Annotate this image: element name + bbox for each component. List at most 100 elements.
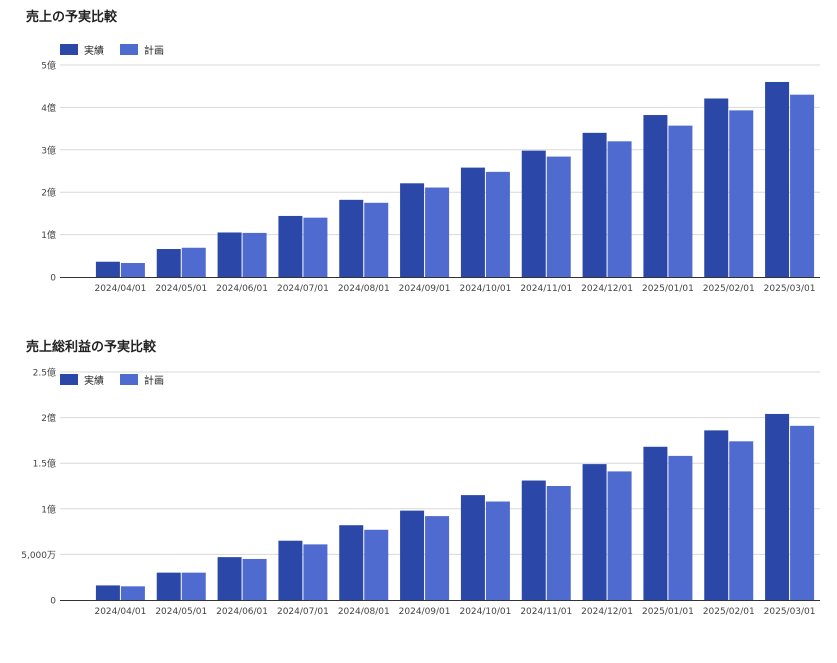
y-tick-label: 1億 bbox=[41, 503, 56, 515]
bar-plan bbox=[790, 94, 815, 278]
sales-chart-block: 売上の予実比較 実績 計画 0 1億 2億 3億 4億 5億 2024/04/01 2024/… bbox=[0, 0, 837, 320]
bar-actual bbox=[278, 215, 303, 277]
bar-actual bbox=[704, 430, 729, 600]
legend-swatch-actual bbox=[60, 374, 78, 385]
bar-plan bbox=[729, 110, 754, 277]
gross-profit-bar-chart: 0 5,000万 1億 1.5億 2億 2.5億 2024/04/01 2024/05/01 2… bbox=[21, 367, 820, 617]
legend-swatch-plan bbox=[120, 44, 138, 55]
y-tick-label: 0 bbox=[50, 597, 56, 607]
bar-plan bbox=[485, 171, 510, 277]
x-tick-label: 2024/10/01 bbox=[459, 284, 511, 294]
x-tick-label: 2025/03/01 bbox=[764, 607, 816, 617]
bar-actual bbox=[521, 150, 546, 277]
legend-item-actual[interactable]: 実績 bbox=[60, 42, 104, 57]
legend-item-actual[interactable]: 実績 bbox=[60, 372, 104, 387]
x-tick-label: 2025/01/01 bbox=[642, 607, 694, 617]
y-tick-label: 0 bbox=[50, 274, 56, 284]
x-tick-label: 2024/06/01 bbox=[216, 284, 268, 294]
bar-actual bbox=[582, 464, 607, 600]
x-tick-label: 2024/04/01 bbox=[94, 284, 146, 294]
bar-plan bbox=[607, 471, 632, 600]
bar-plan bbox=[120, 263, 145, 277]
legend-item-plan[interactable]: 計画 bbox=[120, 372, 164, 387]
bar-plan bbox=[546, 486, 571, 600]
chart-legend: 実績 計画 bbox=[60, 372, 180, 387]
bar-actual bbox=[339, 199, 364, 277]
x-tick-label: 2024/06/01 bbox=[216, 607, 268, 617]
bar-plan bbox=[242, 232, 267, 277]
bar-actual bbox=[95, 261, 120, 277]
sales-bar-chart: 0 1億 2億 3億 4億 5億 2024/04/01 2024/05/01 2024/06/0… bbox=[41, 60, 820, 294]
chart-title: 売上の予実比較 bbox=[26, 10, 118, 25]
y-tick-label: 2億 bbox=[41, 412, 56, 424]
legend-label: 計画 bbox=[144, 46, 164, 57]
bar-plan bbox=[668, 125, 693, 277]
x-tick-label: 2024/05/01 bbox=[155, 284, 207, 294]
legend-label: 実績 bbox=[84, 46, 104, 57]
bar-plan bbox=[303, 217, 328, 277]
bar-actual bbox=[765, 413, 790, 600]
chart-legend: 実績 計画 bbox=[60, 42, 180, 57]
y-tick-label: 1.5億 bbox=[33, 458, 56, 470]
legend-swatch-actual bbox=[60, 44, 78, 55]
y-tick-label: 4億 bbox=[41, 102, 56, 114]
bar-actual bbox=[704, 98, 729, 277]
bar-actual bbox=[643, 446, 668, 600]
chart-title: 売上総利益の予実比較 bbox=[26, 340, 157, 355]
bar-plan bbox=[425, 516, 450, 600]
x-tick-label: 2025/03/01 bbox=[764, 284, 816, 294]
bar-actual bbox=[460, 495, 485, 600]
y-tick-label: 1億 bbox=[41, 229, 56, 241]
bar-plan bbox=[607, 141, 632, 277]
bar-plan bbox=[790, 425, 815, 600]
bar-actual bbox=[765, 81, 790, 278]
bar-plan bbox=[303, 544, 328, 600]
bar-plan bbox=[120, 586, 145, 600]
legend-label: 計画 bbox=[144, 376, 164, 387]
bar-plan bbox=[546, 156, 571, 277]
x-tick-label: 2024/08/01 bbox=[338, 607, 390, 617]
bar-plan bbox=[729, 441, 754, 600]
bar-plan bbox=[181, 247, 206, 277]
bar-actual bbox=[156, 572, 181, 600]
bar-actual bbox=[339, 525, 364, 600]
bar-actual bbox=[643, 115, 668, 277]
bar-actual bbox=[156, 249, 181, 277]
bar-actual bbox=[400, 510, 425, 600]
gross-profit-chart-block: 売上総利益の予実比較 実績 計画 0 5,000万 1億 1.5億 2億 2.5億 2024… bbox=[0, 320, 837, 663]
bar-actual bbox=[278, 540, 303, 600]
bar-plan bbox=[242, 558, 267, 600]
y-tick-label: 2.5億 bbox=[33, 367, 56, 379]
bar-actual bbox=[582, 132, 607, 277]
bar-actual bbox=[460, 167, 485, 277]
x-tick-label: 2024/11/01 bbox=[520, 284, 572, 294]
bar-plan bbox=[668, 455, 693, 600]
bar-actual bbox=[217, 232, 242, 277]
bar-actual bbox=[217, 557, 242, 600]
bar-plan bbox=[364, 529, 389, 600]
x-tick-label: 2025/01/01 bbox=[642, 284, 694, 294]
x-tick-label: 2024/10/01 bbox=[459, 607, 511, 617]
x-tick-label: 2025/02/01 bbox=[703, 284, 755, 294]
x-tick-label: 2024/12/01 bbox=[581, 607, 633, 617]
y-tick-label: 3億 bbox=[41, 144, 56, 156]
x-tick-label: 2024/04/01 bbox=[94, 607, 146, 617]
bar-actual bbox=[400, 183, 425, 277]
y-tick-label: 2億 bbox=[41, 187, 56, 199]
x-tick-label: 2024/05/01 bbox=[155, 607, 207, 617]
legend-swatch-plan bbox=[120, 374, 138, 385]
bar-plan bbox=[425, 187, 450, 277]
legend-item-plan[interactable]: 計画 bbox=[120, 42, 164, 57]
x-tick-label: 2024/08/01 bbox=[338, 284, 390, 294]
x-tick-label: 2025/02/01 bbox=[703, 607, 755, 617]
bar-plan bbox=[364, 202, 389, 277]
x-tick-label: 2024/09/01 bbox=[399, 284, 451, 294]
bar-plan bbox=[181, 572, 206, 600]
bar-actual bbox=[521, 480, 546, 600]
x-tick-label: 2024/07/01 bbox=[277, 284, 329, 294]
y-tick-label: 5億 bbox=[41, 60, 56, 72]
x-tick-label: 2024/12/01 bbox=[581, 284, 633, 294]
bar-plan bbox=[485, 501, 510, 600]
x-tick-label: 2024/11/01 bbox=[520, 607, 572, 617]
x-tick-label: 2024/07/01 bbox=[277, 607, 329, 617]
